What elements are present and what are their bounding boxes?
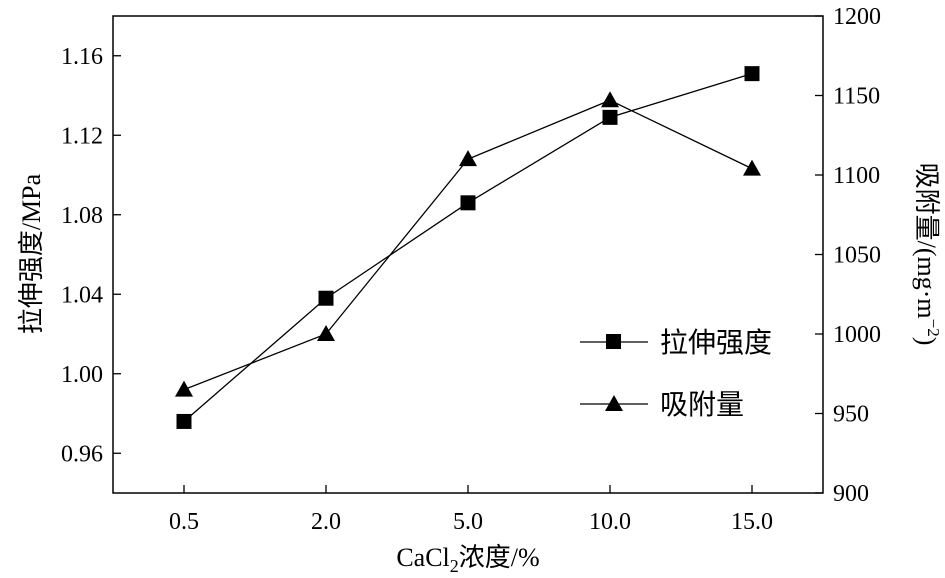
y-right-tick-label: 1000 <box>833 322 881 348</box>
y-right-tick-label: 900 <box>833 481 869 507</box>
legend-label-tensile: 拉伸强度 <box>660 327 772 359</box>
plot-frame <box>112 15 824 494</box>
series-line-tensile <box>183 73 753 422</box>
y-right-tick-label: 1100 <box>833 163 880 189</box>
x-tick-label: 10.0 <box>589 509 631 535</box>
y-axis-right-title-superscript: −2 <box>924 319 943 337</box>
right-axis: 900 950 1000 1050 1100 1150 1200 <box>815 4 881 507</box>
adsorption-point <box>175 380 193 397</box>
tensile-point <box>744 66 760 82</box>
adsorption-point <box>601 91 619 108</box>
series-layer <box>175 66 761 429</box>
x-tick-label: 5.0 <box>453 509 483 535</box>
legend-marker-adsorption <box>605 395 623 411</box>
x-tick-label: 2.0 <box>311 509 341 535</box>
left-axis: 0.96 1.00 1.04 1.08 1.12 1.16 <box>61 44 121 467</box>
y-left-tick-label: 1.08 <box>61 203 103 229</box>
y-right-tick-label: 1200 <box>833 4 881 30</box>
legend-label-adsorption: 吸附量 <box>660 389 744 421</box>
y-left-tick-label: 1.16 <box>61 44 103 70</box>
y-left-tick-label: 1.12 <box>61 123 103 149</box>
y-axis-right-title: 吸附量/(mg·m−2) <box>912 163 943 346</box>
y-axis-right-title-end: ) <box>912 337 941 346</box>
adsorption-point <box>317 325 335 341</box>
tensile-point <box>176 413 192 429</box>
x-axis-title: CaCl2浓度/% <box>396 543 539 576</box>
x-axis-title-rest: 浓度/% <box>459 543 540 572</box>
x-tick-label: 15.0 <box>731 509 773 535</box>
x-axis: 0.5 2.0 5.0 10.0 15.0 <box>169 485 773 535</box>
y-right-tick-label: 1150 <box>833 84 880 110</box>
legend: 拉伸强度 吸附量 <box>580 327 772 421</box>
legend-marker-tensile <box>606 334 621 349</box>
x-axis-title-subscript: 2 <box>450 556 459 576</box>
y-axis-left-title: 拉伸强度/MPa <box>17 173 46 334</box>
tensile-point <box>460 195 476 211</box>
x-tick-label: 0.5 <box>169 509 199 535</box>
y-right-tick-label: 1050 <box>833 243 881 269</box>
tensile-point <box>602 109 618 125</box>
tensile-point <box>318 290 334 306</box>
y-left-tick-label: 0.96 <box>61 441 103 467</box>
y-right-tick-label: 950 <box>833 402 869 428</box>
adsorption-point <box>459 150 477 167</box>
adsorption-point <box>743 159 761 176</box>
y-left-tick-label: 1.00 <box>61 362 103 388</box>
y-left-tick-label: 1.04 <box>61 282 103 308</box>
